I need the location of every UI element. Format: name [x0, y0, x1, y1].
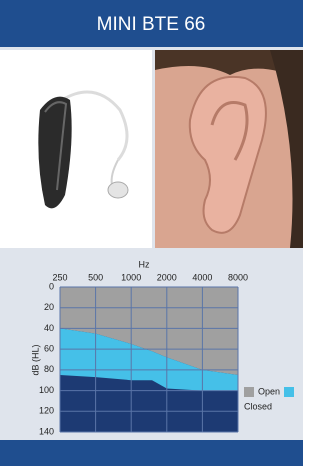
y-tick-label: 140 — [39, 426, 54, 436]
y-axis-label: dB (HL) — [30, 344, 40, 375]
x-tick-label: 500 — [88, 272, 103, 282]
x-axis-label: Hz — [139, 259, 150, 269]
y-tick-label: 120 — [39, 406, 54, 416]
y-tick-label: 80 — [44, 364, 54, 374]
header-title: MINI BTE 66 — [97, 14, 206, 35]
y-tick-label: 40 — [44, 323, 54, 333]
x-tick-label: 2000 — [157, 272, 177, 282]
y-tick-label: 100 — [39, 385, 54, 395]
y-tick-label: 60 — [44, 344, 54, 354]
x-tick-label: 4000 — [192, 272, 212, 282]
footer-bar — [0, 440, 303, 466]
ear-photo — [155, 50, 303, 248]
legend-label: Closed — [244, 401, 272, 411]
x-tick-label: 8000 — [228, 272, 248, 282]
legend-label: Open — [258, 386, 280, 396]
x-tick-label: 250 — [52, 272, 67, 282]
x-tick-label: 1000 — [121, 272, 141, 282]
y-tick-label: 20 — [44, 302, 54, 312]
product-image — [0, 50, 152, 248]
card: MINI BTE 66 Hz dB (HL) 0 20 40 60 80 100 120 14… — [0, 0, 303, 466]
y-tick-label: 0 — [49, 281, 54, 291]
legend-swatch — [284, 387, 294, 397]
legend-swatch — [244, 387, 254, 397]
